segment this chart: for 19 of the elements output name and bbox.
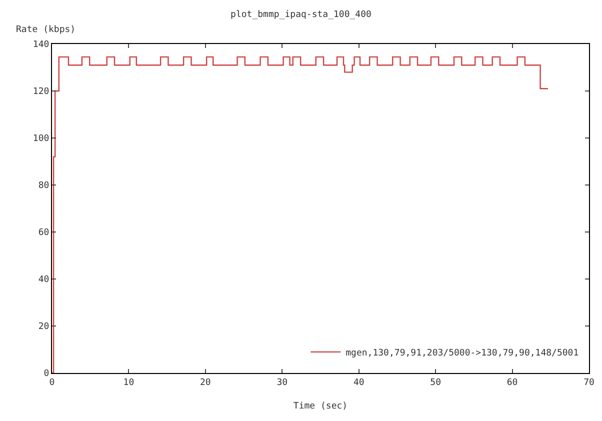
y-tick-label: 120 (32, 87, 50, 98)
x-tick-label: 70 (584, 378, 594, 388)
x-tick-label: 10 (123, 378, 134, 388)
y-tick-label: 80 (38, 181, 50, 192)
x-tick-label: 20 (200, 378, 211, 388)
y-tick-label: 140 (32, 40, 50, 50)
x-tick-label: 50 (430, 378, 441, 388)
x-tick-label: 30 (276, 378, 288, 388)
y-tick-label: 100 (32, 134, 50, 144)
y-tick-label: 20 (38, 322, 50, 332)
chart-title: plot_bmmp_ipaq-sta_100_400 (230, 10, 372, 20)
x-tick-label: 40 (353, 378, 364, 388)
x-tick-label: 60 (506, 378, 518, 388)
legend-label: mgen,130,79,91,203/5000->130,79,90,148/5001 (346, 348, 579, 358)
y-axis-title: Rate (kbps) (16, 25, 76, 35)
y-tick-label: 40 (38, 275, 50, 286)
x-axis-title: Time (sec) (293, 402, 348, 412)
y-tick-label: 0 (44, 369, 50, 380)
y-tick-label: 60 (38, 228, 50, 238)
